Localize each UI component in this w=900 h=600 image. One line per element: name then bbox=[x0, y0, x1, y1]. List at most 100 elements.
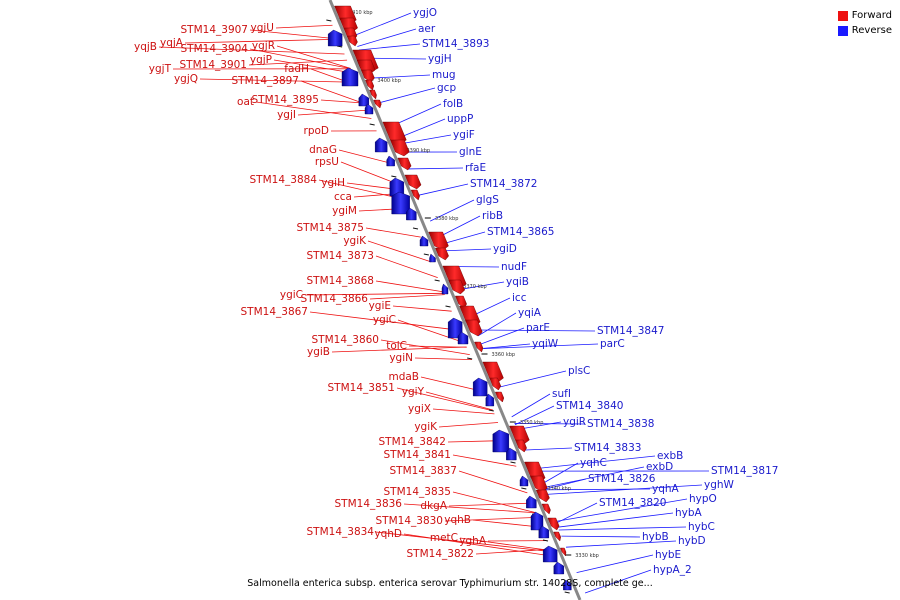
reverse-gene-label: ygjH bbox=[428, 53, 452, 65]
rev-connector bbox=[419, 183, 469, 196]
feature-dash bbox=[510, 461, 516, 464]
forward-gene bbox=[509, 425, 530, 445]
forward-gene-label: ygjU bbox=[251, 22, 274, 34]
forward-gene bbox=[482, 361, 504, 383]
feature-dash bbox=[369, 123, 375, 126]
label-connectors bbox=[158, 12, 710, 594]
forward-gene bbox=[346, 35, 358, 47]
reverse-gene-label: ygiR bbox=[563, 416, 586, 428]
forward-gene bbox=[560, 547, 567, 557]
forward-gene-label: ygiE bbox=[369, 300, 391, 312]
fwd-connector bbox=[248, 59, 348, 66]
forward-gene bbox=[553, 531, 561, 542]
rev-connector bbox=[442, 248, 492, 252]
fwd-connector bbox=[276, 45, 351, 69]
forward-gene-label: oat bbox=[237, 96, 254, 108]
rev-connector bbox=[533, 455, 656, 470]
fwd-connector bbox=[425, 391, 493, 411]
forward-gene-label: ygiC bbox=[373, 314, 396, 326]
reverse-swatch bbox=[837, 25, 848, 36]
feature-dash bbox=[467, 357, 473, 360]
fwd-connector bbox=[472, 519, 542, 528]
forward-gene-label: rpoD bbox=[304, 125, 330, 137]
reverse-gene bbox=[519, 475, 529, 487]
forward-gene bbox=[435, 247, 449, 261]
reverse-gene-label: nudF bbox=[501, 261, 527, 273]
fwd-connector bbox=[249, 29, 339, 40]
fwd-connector bbox=[273, 59, 353, 74]
fwd-connector bbox=[199, 78, 357, 83]
map-caption: Salmonella enterica subsp. enterica sero… bbox=[247, 578, 653, 589]
forward-gene-label: STM14_3860 bbox=[312, 334, 379, 346]
genome-backbone bbox=[328, 0, 582, 600]
reverse-gene bbox=[538, 525, 550, 539]
reverse-gene bbox=[364, 103, 374, 115]
fwd-connector bbox=[397, 319, 465, 344]
reverse-gene-label: aer bbox=[418, 23, 436, 35]
reverse-gene-label: gcp bbox=[437, 82, 456, 94]
forward-gene-label: STM14_3851 bbox=[328, 382, 395, 394]
feature-dash bbox=[564, 591, 570, 594]
reverse-gene bbox=[526, 495, 537, 509]
tick-label: 3350 kbp bbox=[520, 420, 544, 426]
forward-gene-label: ygiX bbox=[408, 403, 431, 415]
reverse-gene-label: exbB bbox=[657, 450, 683, 462]
tick-label: 3390 kbp bbox=[407, 148, 431, 154]
forward-gene-label: ygjP bbox=[250, 54, 272, 66]
forward-gene-label: STM14_3868 bbox=[307, 275, 374, 287]
legend: Forward Reverse bbox=[837, 8, 892, 38]
rev-connector bbox=[370, 74, 431, 79]
fwd-connector bbox=[403, 533, 554, 557]
rev-connector bbox=[514, 405, 555, 426]
forward-gene bbox=[410, 189, 420, 201]
rev-connector bbox=[558, 526, 687, 531]
fwd-connector bbox=[318, 179, 406, 200]
forward-gene bbox=[428, 231, 449, 251]
reverse-gene-label: STM14_3872 bbox=[470, 178, 537, 190]
fwd-connector bbox=[369, 294, 445, 300]
reverse-gene-label: sufI bbox=[552, 388, 571, 400]
reverse-gene-label: glgS bbox=[476, 194, 499, 206]
feature-dash bbox=[412, 227, 419, 230]
reverse-gene-label: STM14_3826 bbox=[588, 473, 656, 485]
reverse-gene-label: STM14_3833 bbox=[574, 442, 641, 454]
fwd-connector bbox=[158, 46, 345, 55]
forward-gene-label: ygjT bbox=[149, 63, 172, 75]
reverse-gene-label: mug bbox=[432, 69, 456, 81]
reverse-gene-label: hybD bbox=[678, 535, 706, 547]
reverse-gene-label: yqhC bbox=[580, 457, 607, 469]
forward-gene bbox=[515, 439, 527, 453]
reverse-gene-label: STM14_3817 bbox=[711, 465, 778, 477]
gene-features bbox=[327, 5, 572, 591]
reverse-gene bbox=[358, 93, 370, 107]
forward-gene-label: ygjI bbox=[277, 109, 296, 121]
rev-connector bbox=[358, 43, 421, 51]
fwd-connector bbox=[375, 531, 552, 553]
reverse-gene-label: yqiB bbox=[506, 276, 529, 288]
forward-gene bbox=[547, 517, 560, 531]
rev-connector bbox=[541, 466, 645, 489]
feature-dash bbox=[391, 175, 397, 178]
reverse-gene-label: rfaE bbox=[465, 162, 486, 174]
reverse-gene-label: hybA bbox=[675, 507, 703, 519]
forward-gene-label: STM14_3830 bbox=[376, 515, 443, 527]
forward-gene-label: ygjQ bbox=[174, 73, 198, 85]
fwd-connector bbox=[438, 422, 499, 428]
forward-gene bbox=[369, 89, 377, 100]
reverse-gene-label: STM14_3865 bbox=[487, 226, 554, 238]
forward-gene-label: yqjB bbox=[134, 41, 157, 53]
reverse-gene-label: exbD bbox=[646, 461, 673, 473]
forward-gene-label: yqjA bbox=[160, 37, 184, 49]
rev-connector bbox=[380, 87, 436, 103]
forward-gene-label: ygiB bbox=[307, 346, 330, 358]
reverse-gene-label: hypA_2 bbox=[653, 564, 692, 576]
reverse-gene-label: glnE bbox=[459, 146, 482, 158]
forward-gene bbox=[404, 174, 422, 190]
rev-connector bbox=[514, 423, 586, 425]
forward-gene-label: STM14_3895 bbox=[252, 94, 319, 106]
fwd-connector bbox=[365, 227, 421, 238]
feature-dash bbox=[488, 409, 494, 412]
forward-gene-label: STM14_3907 bbox=[181, 24, 248, 36]
fwd-connector bbox=[432, 408, 495, 415]
rev-connector bbox=[542, 478, 587, 491]
